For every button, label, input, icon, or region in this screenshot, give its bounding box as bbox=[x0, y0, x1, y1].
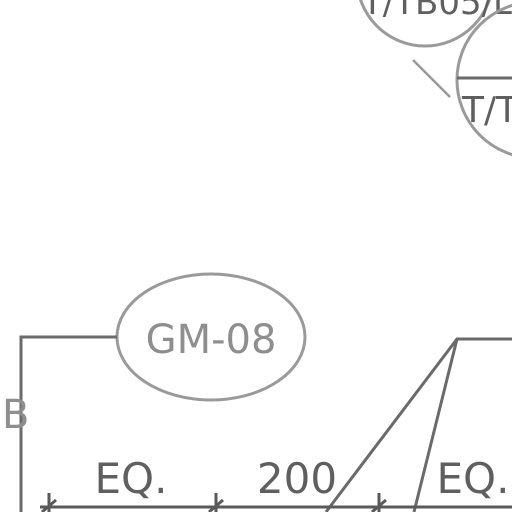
equipment-tag-label: GM-08 bbox=[146, 317, 277, 363]
section-reference-label-2: T/T bbox=[461, 90, 512, 131]
dimension-tick-1-slash bbox=[41, 498, 57, 512]
section-reference-circle-1 bbox=[359, 0, 491, 48]
section-reference-label-1: T/TB05/L6 bbox=[361, 0, 512, 23]
section-reference-group: T/TB05/L6 T/T bbox=[359, 0, 512, 157]
equipment-outline-left bbox=[19, 335, 117, 512]
section-reference-circle-2 bbox=[455, 3, 512, 157]
dimension-tick-2-slash bbox=[208, 498, 224, 512]
dimension-line-group: EQ. 200 EQ. bbox=[40, 454, 512, 512]
leader-line bbox=[412, 59, 451, 98]
dimension-tick-3-slash bbox=[371, 498, 387, 512]
equipment-tag: GM-08 bbox=[115, 272, 307, 402]
dimension-label-middle: 200 bbox=[257, 454, 337, 503]
dimension-label-right: EQ. bbox=[437, 454, 510, 503]
left-mark-label: B bbox=[2, 392, 29, 438]
equipment-outline-inner-slope bbox=[412, 338, 459, 512]
dimension-label-left: EQ. bbox=[95, 454, 168, 503]
